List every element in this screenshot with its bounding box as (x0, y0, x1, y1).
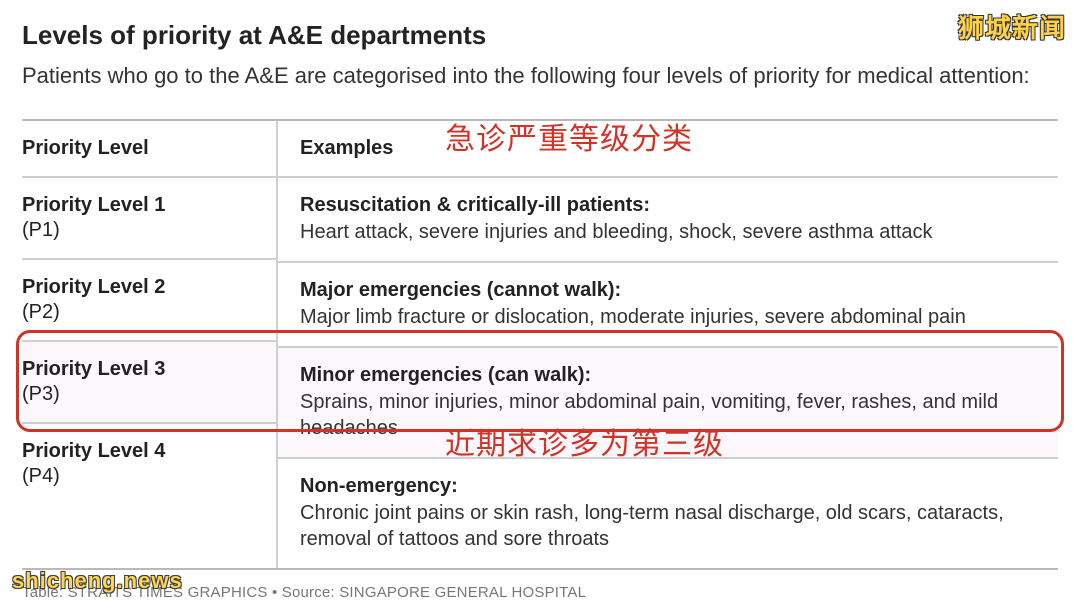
example-body: Chronic joint pains or skin rash, long-t… (300, 500, 1034, 552)
watermark-bottom: shicheng.news (12, 568, 183, 594)
example-body: Major limb fracture or dislocation, mode… (300, 304, 1034, 330)
annotation-bottom: 近期求诊多为第三级 (445, 419, 724, 463)
page-title: Levels of priority at A&E departments (22, 20, 1058, 51)
level-name: Priority Level 2 (22, 276, 262, 299)
table-row: Non-emergency: Chronic joint pains or sk… (278, 457, 1058, 568)
table-column-right: Examples Resuscitation & critically-ill … (278, 121, 1058, 568)
table-row: Priority Level 2 (P2) (22, 258, 276, 340)
level-code: (P4) (22, 465, 262, 488)
watermark-top: 狮城新闻 (958, 8, 1066, 45)
page-root: 狮城新闻 Levels of priority at A&E departmen… (0, 0, 1080, 608)
page-subtitle: Patients who go to the A&E are categoris… (22, 61, 1058, 91)
table-row: Resuscitation & critically-ill patients:… (278, 176, 1058, 261)
table-row: Priority Level 4 (P4) (22, 422, 276, 504)
level-code: (P3) (22, 383, 262, 406)
table-row: Priority Level 3 (P3) (22, 340, 276, 422)
example-heading: Major emergencies (cannot walk): (300, 279, 1034, 302)
example-heading: Non-emergency: (300, 475, 1034, 498)
example-body: Heart attack, severe injuries and bleedi… (300, 219, 1034, 245)
table-row: Major emergencies (cannot walk): Major l… (278, 261, 1058, 346)
example-heading: Resuscitation & critically-ill patients: (300, 194, 1034, 217)
level-code: (P2) (22, 301, 262, 324)
table-row: Priority Level 1 (P1) (22, 176, 276, 258)
priority-table: Priority Level Priority Level 1 (P1) Pri… (22, 119, 1058, 570)
level-name: Priority Level 4 (22, 440, 262, 463)
table-header-right: Examples (278, 121, 1058, 176)
example-heading: Minor emergencies (can walk): (300, 364, 1034, 387)
table-header-left: Priority Level (22, 121, 276, 176)
level-code: (P1) (22, 219, 262, 242)
table-column-left: Priority Level Priority Level 1 (P1) Pri… (22, 121, 278, 568)
level-name: Priority Level 3 (22, 358, 262, 381)
level-name: Priority Level 1 (22, 194, 262, 217)
